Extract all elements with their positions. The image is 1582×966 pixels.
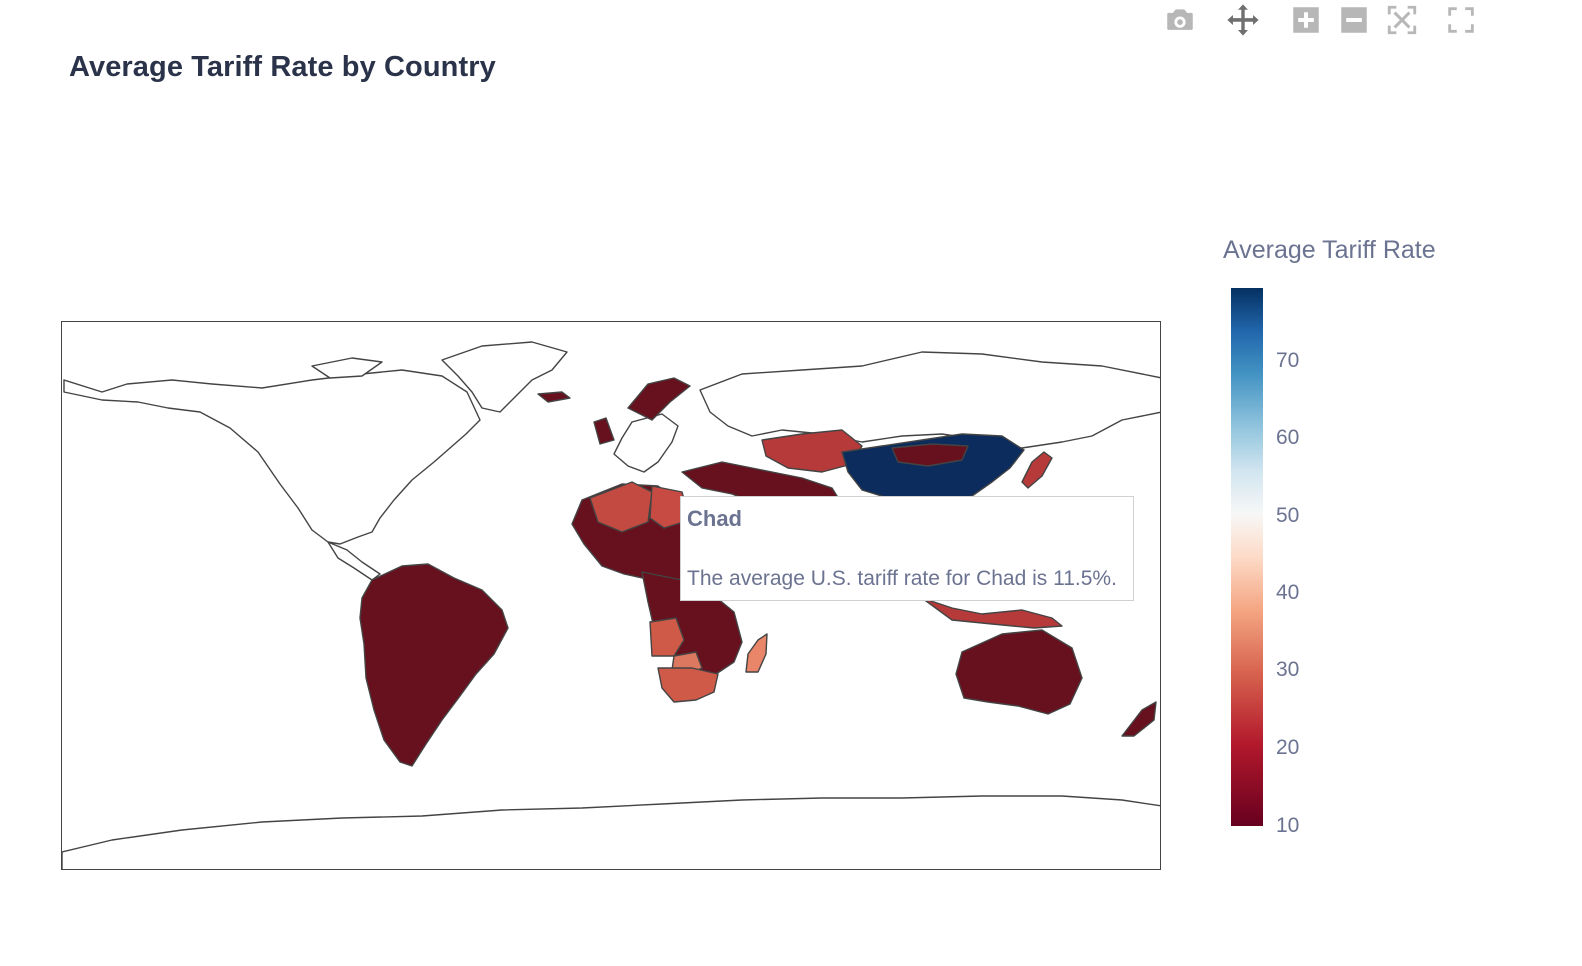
colorbar-tick: 30 [1276,658,1300,681]
region-iceland [537,391,571,403]
tooltip-text: The average U.S. tariff rate for Chad is… [687,567,1117,590]
region-arctic-islands [311,357,383,379]
region-japan [1021,451,1053,489]
zoom-out-icon[interactable] [1336,2,1372,38]
region-russia [699,351,1160,449]
modebar [1162,2,1492,38]
region-madagascar [745,633,768,673]
region-antarctica [62,795,1160,869]
colorbar-tick: 60 [1276,426,1300,449]
region-new-zealand [1121,701,1157,737]
region-south-america [359,563,509,767]
region-australia [955,629,1083,715]
region-uk [593,417,615,445]
region-south-africa [657,667,719,703]
region-angola [649,617,685,657]
colorbar-tick: 50 [1276,504,1300,527]
region-algeria [589,481,653,533]
region-china [841,433,1025,503]
colorbar-tick: 70 [1276,349,1300,372]
reset-axes-icon[interactable] [1443,2,1479,38]
camera-icon[interactable] [1162,2,1198,38]
pan-icon[interactable] [1225,2,1261,38]
tooltip-country: Chad [687,506,742,531]
region-mongolia [891,443,969,467]
zoom-in-icon[interactable] [1288,2,1324,38]
colorbar-tick: 40 [1276,581,1300,604]
region-europe-west [613,413,679,473]
region-central-america [327,541,381,581]
autoscale-icon[interactable] [1384,2,1420,38]
world-map[interactable] [62,322,1161,870]
region-greenland [441,341,568,413]
colorbar-tick: 10 [1276,814,1300,837]
region-scandinavia [627,377,691,421]
hover-tooltip: Chad The average U.S. tariff rate for Ch… [680,496,1134,601]
colorbar-gradient [1231,288,1263,826]
region-north-america [63,369,481,545]
region-southeast-asia [921,597,1063,629]
chart-title: Average Tariff Rate by Country [69,51,496,83]
colorbar-tick: 20 [1276,736,1300,759]
colorbar-title: Average Tariff Rate [1223,236,1436,264]
